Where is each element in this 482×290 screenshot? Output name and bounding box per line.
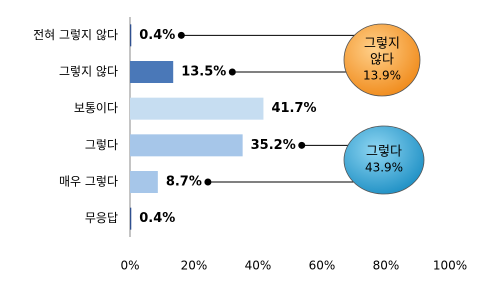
x-tick-label: 20% [181,259,208,273]
y-tick-label: 전혀 그렇지 않다 [33,27,118,42]
bar [130,97,264,120]
x-tick-label: 60% [309,259,336,273]
value-label: 35.2% [251,138,296,153]
annotation-bubble [343,125,425,195]
value-label: 41.7% [271,101,316,116]
y-tick-label: 보통이다 [74,101,118,115]
connector-dot [177,31,185,39]
annotation-value: 13.9% [363,69,401,83]
connector-dot [298,141,306,149]
x-tick-label: 100% [433,259,467,273]
value-label: 8.7% [166,175,202,190]
annotation-text: 그렇지 [364,37,400,52]
annotation-text: 않다 [370,53,394,68]
x-tick-label: 0% [120,259,139,273]
x-tick-label: 40% [245,259,272,273]
x-tick-label: 80% [373,259,400,273]
bar [130,207,132,230]
y-tick-label: 매우 그렇다 [59,174,118,189]
bar [130,171,158,193]
y-tick-label: 그렇다 [85,137,118,152]
bar [130,24,132,47]
value-label: 0.4% [139,28,175,43]
annotation-value: 43.9% [365,161,403,175]
y-tick-label: 무응답 [85,211,118,225]
annotation-bubble [343,23,421,97]
bar [130,134,243,157]
value-label: 0.4% [139,211,175,226]
connector-dot [204,178,212,186]
annotation-text: 그렇다 [366,145,402,160]
bar [130,61,174,83]
value-label: 13.5% [181,65,226,80]
y-tick-label: 그렇지 않다 [59,64,118,79]
connector-dot [228,68,236,76]
